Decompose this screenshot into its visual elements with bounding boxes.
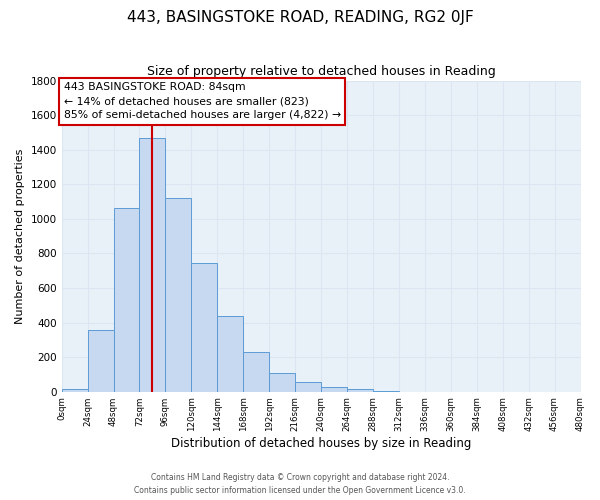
- Bar: [62, 389, 88, 392]
- Bar: [295, 382, 321, 392]
- Bar: [166, 198, 191, 392]
- Text: 443, BASINGSTOKE ROAD, READING, RG2 0JF: 443, BASINGSTOKE ROAD, READING, RG2 0JF: [127, 10, 473, 25]
- Title: Size of property relative to detached houses in Reading: Size of property relative to detached ho…: [147, 65, 496, 78]
- Bar: [139, 138, 166, 392]
- Text: Contains HM Land Registry data © Crown copyright and database right 2024.
Contai: Contains HM Land Registry data © Crown c…: [134, 474, 466, 495]
- X-axis label: Distribution of detached houses by size in Reading: Distribution of detached houses by size …: [171, 437, 471, 450]
- Bar: [217, 316, 243, 392]
- Bar: [269, 372, 295, 392]
- Bar: [113, 208, 139, 392]
- Bar: [321, 388, 347, 392]
- Text: 443 BASINGSTOKE ROAD: 84sqm
← 14% of detached houses are smaller (823)
85% of se: 443 BASINGSTOKE ROAD: 84sqm ← 14% of det…: [64, 82, 341, 120]
- Bar: [88, 330, 113, 392]
- Bar: [191, 263, 217, 392]
- Bar: [347, 388, 373, 392]
- Y-axis label: Number of detached properties: Number of detached properties: [15, 148, 25, 324]
- Bar: [373, 391, 399, 392]
- Bar: [243, 352, 269, 392]
